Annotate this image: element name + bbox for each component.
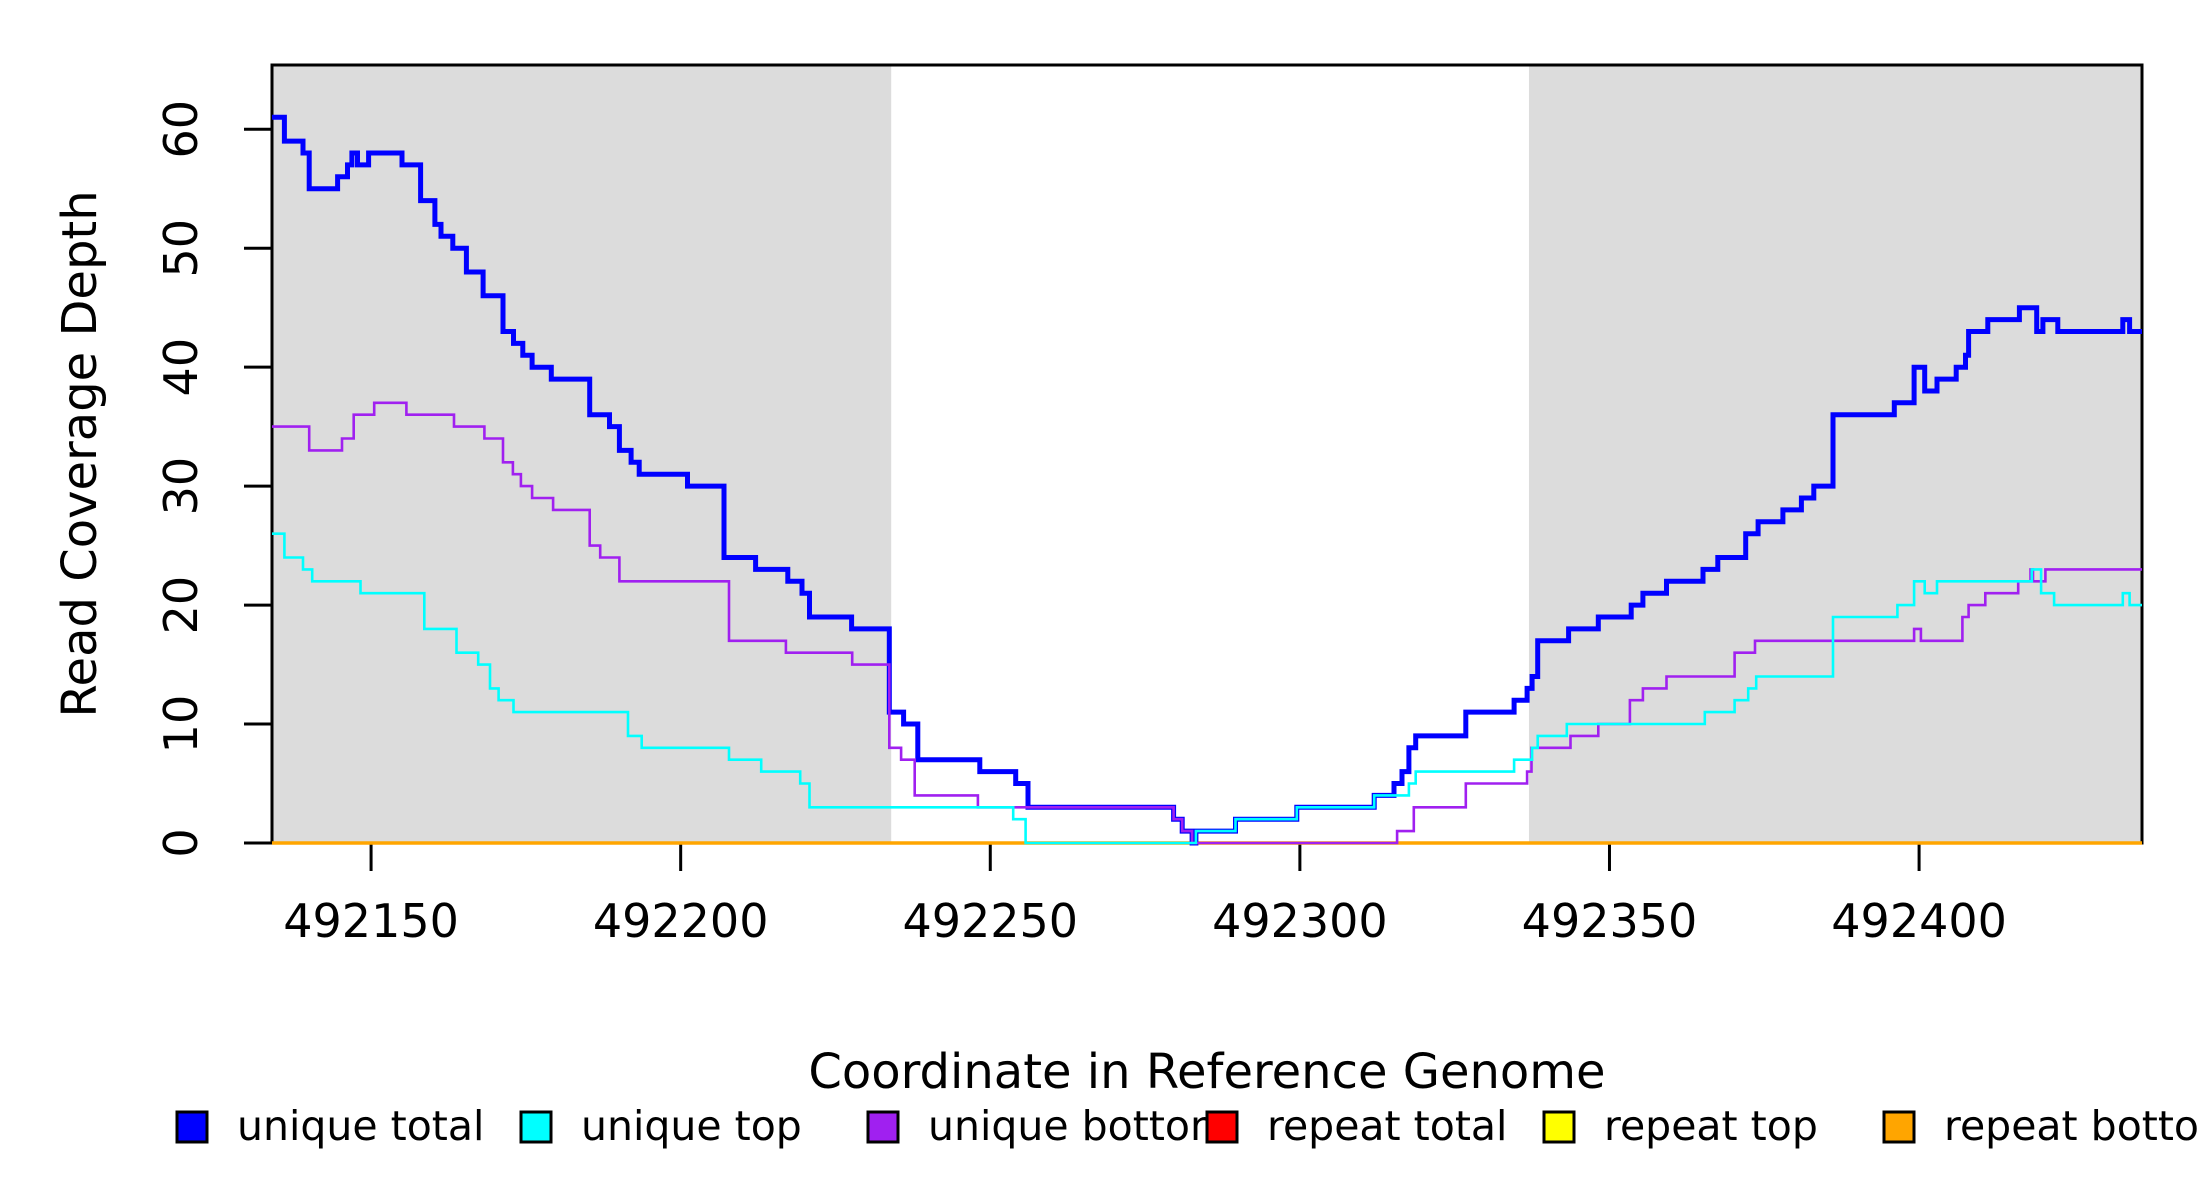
series-group (272, 114, 2142, 846)
legend-label: unique bottom (928, 1102, 1230, 1150)
legend-label: unique top (581, 1102, 802, 1150)
legend-swatch (866, 1110, 900, 1144)
legend-swatch (1205, 1110, 1239, 1144)
x-tick-label: 492250 (902, 894, 1078, 948)
series-unique-bottom (272, 401, 2142, 845)
x-tick-label: 492300 (1212, 894, 1388, 948)
legend-label: repeat total (1267, 1102, 1507, 1150)
y-tick-label: 40 (154, 338, 208, 397)
y-tick-label: 10 (154, 695, 208, 754)
legend-swatch (1542, 1110, 1576, 1144)
shaded-band (272, 65, 892, 843)
x-tick-label: 492350 (1522, 894, 1698, 948)
legend-label: unique total (237, 1102, 484, 1150)
x-axis-title: Coordinate in Reference Genome (808, 1044, 1605, 1100)
legend-item-unique-bottom: unique bottom (866, 1102, 1230, 1150)
legend-label: repeat bottom (1944, 1102, 2200, 1150)
legend: unique total unique top unique bottom repea… (175, 1102, 2200, 1150)
axes: 492150 492200 492250 492300 492350 492400 0 10 2… (154, 100, 2007, 948)
legend-item-unique-top: unique top (519, 1102, 802, 1150)
legend-swatch (175, 1110, 209, 1144)
repeat-region-shading (272, 65, 2142, 843)
y-tick-label: 60 (154, 100, 208, 159)
legend-item-repeat-bottom: repeat bottom (1882, 1102, 2200, 1150)
x-tick-label: 492150 (283, 894, 459, 948)
y-tick-label: 0 (154, 828, 208, 857)
legend-item-repeat-total: repeat total (1205, 1102, 1507, 1150)
legend-label: repeat top (1604, 1102, 1818, 1150)
y-tick-label: 50 (154, 219, 208, 278)
legend-swatch (519, 1110, 553, 1144)
y-axis-title: Read Coverage Depth (52, 190, 108, 717)
y-tick-label: 20 (154, 576, 208, 635)
legend-swatch (1882, 1110, 1916, 1144)
y-tick-label: 30 (154, 457, 208, 516)
series-unique-top (272, 532, 2142, 845)
x-tick-label: 492200 (593, 894, 769, 948)
legend-item-repeat-top: repeat top (1542, 1102, 1818, 1150)
x-tick-label: 492400 (1831, 894, 2007, 948)
legend-item-unique-total: unique total (175, 1102, 484, 1150)
